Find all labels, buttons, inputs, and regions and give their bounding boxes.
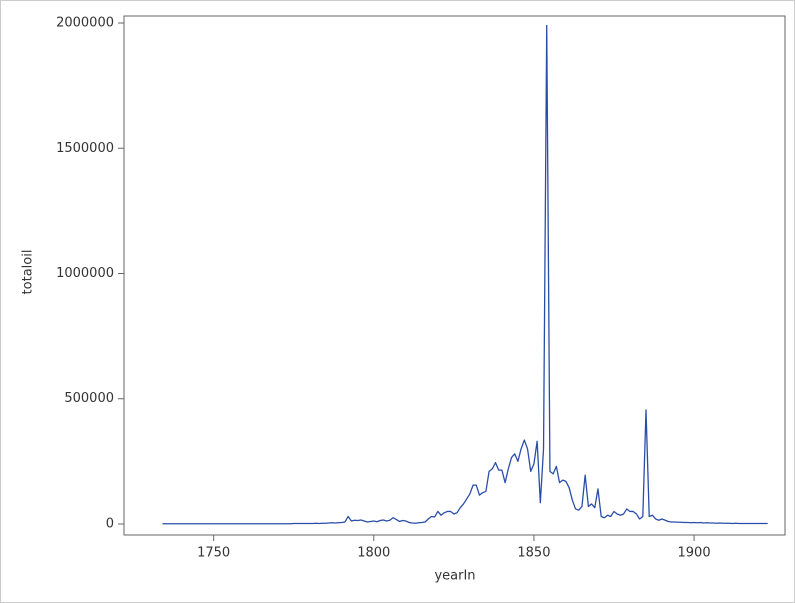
y-tick-label: 1500000: [56, 141, 114, 156]
y-tick-label: 1000000: [56, 266, 114, 281]
y-axis-label: totaloil: [21, 250, 36, 295]
x-tick-label: 1750: [197, 546, 230, 561]
plot-frame: [123, 15, 786, 536]
y-tick-label: 2000000: [56, 16, 114, 31]
x-tick-label: 1900: [678, 546, 711, 561]
x-axis-label: yearIn: [434, 569, 475, 584]
y-tick-label: 500000: [64, 391, 114, 406]
x-tick-label: 1800: [357, 546, 390, 561]
data-line: [162, 24, 768, 525]
y-tick-label: 0: [106, 516, 114, 531]
x-tick-label: 1850: [517, 546, 550, 561]
